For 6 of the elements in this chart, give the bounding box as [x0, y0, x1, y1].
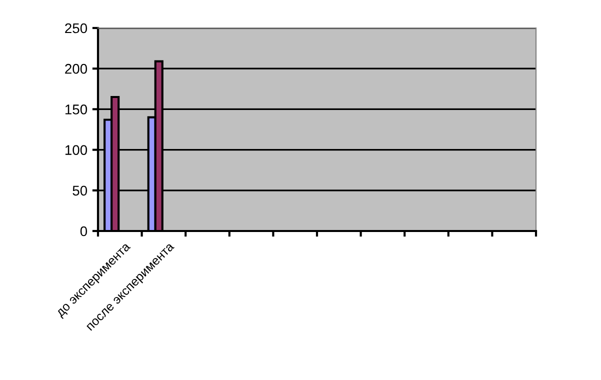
y-tick-label: 150	[65, 104, 88, 114]
y-tick-label: 50	[72, 186, 88, 196]
y-tick-label: 250	[65, 23, 88, 34]
y-tick-label: 0	[80, 226, 88, 236]
y-tick-label: 200	[65, 64, 88, 74]
y-tick-label: 100	[65, 145, 88, 155]
